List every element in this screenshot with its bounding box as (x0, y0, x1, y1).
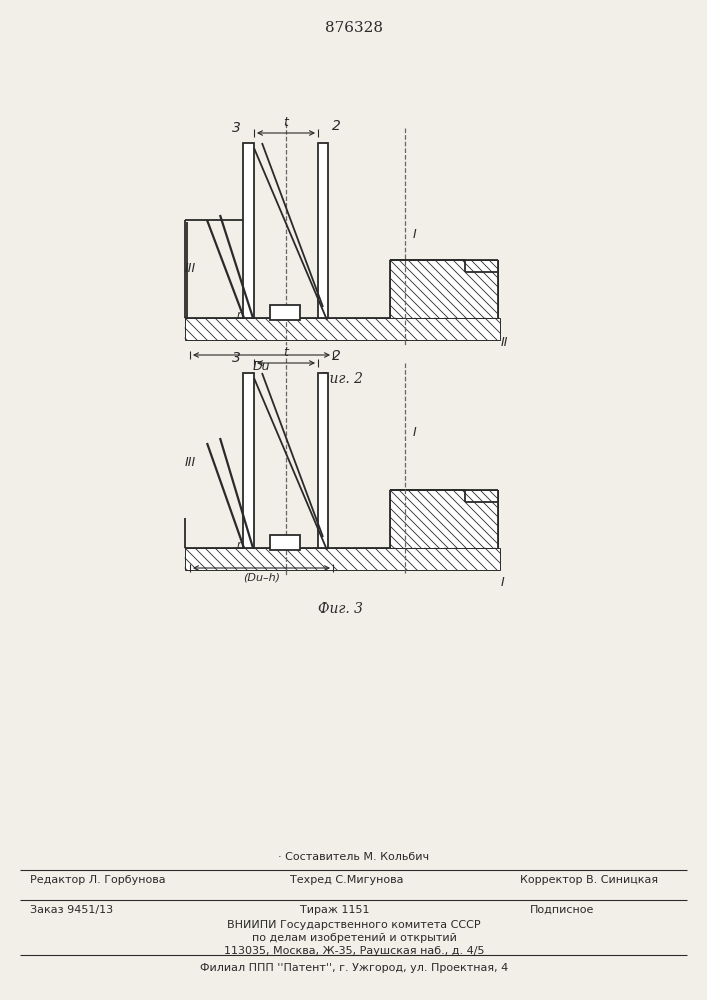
Bar (185, 318, 500, 340)
Text: r: r (236, 310, 241, 320)
Text: t: t (284, 346, 288, 359)
Text: 2: 2 (332, 349, 341, 363)
Text: III: III (185, 456, 196, 470)
Bar (270, 305, 300, 320)
Text: Фиг. 3: Фиг. 3 (317, 602, 363, 616)
Text: l: l (274, 310, 277, 320)
Text: Техред С.Мигунова: Техред С.Мигунова (290, 875, 404, 885)
Text: Фиг. 2: Фиг. 2 (317, 372, 363, 386)
Bar (185, 548, 500, 570)
Text: Du: Du (252, 360, 270, 373)
Text: Корректор В. Синицкая: Корректор В. Синицкая (520, 875, 658, 885)
Text: (Du–h): (Du–h) (243, 573, 280, 583)
Bar (318, 373, 328, 548)
Text: I: I (501, 576, 505, 589)
Text: 3: 3 (232, 121, 241, 135)
Text: Тираж 1151: Тираж 1151 (300, 905, 370, 915)
Text: II: II (501, 336, 508, 349)
Text: III: III (185, 261, 196, 274)
Text: t: t (284, 116, 288, 129)
Bar (243, 373, 254, 548)
Text: I: I (413, 229, 416, 241)
Text: 876328: 876328 (325, 21, 383, 35)
Bar (318, 143, 328, 318)
Text: Филиал ППП ''Патент'', г. Ужгород, ул. Проектная, 4: Филиал ППП ''Патент'', г. Ужгород, ул. П… (200, 963, 508, 973)
Bar (390, 490, 498, 548)
Text: 113035, Москва, Ж-35, Раушская наб., д. 4/5: 113035, Москва, Ж-35, Раушская наб., д. … (223, 946, 484, 956)
Text: 3: 3 (232, 351, 241, 365)
Text: ВНИИПИ Государственного комитета СССР: ВНИИПИ Государственного комитета СССР (227, 920, 481, 930)
Text: · Составитель М. Кольбич: · Составитель М. Кольбич (279, 852, 430, 862)
Text: r: r (236, 540, 241, 550)
Bar (270, 535, 300, 550)
Text: Подписное: Подписное (530, 905, 595, 915)
Bar (390, 260, 498, 318)
Text: I: I (413, 426, 416, 440)
Text: по делам изобретений и открытий: по делам изобретений и открытий (252, 933, 457, 943)
Text: Редактор Л. Горбунова: Редактор Л. Горбунова (30, 875, 165, 885)
Bar (243, 143, 254, 318)
Text: Заказ 9451/13: Заказ 9451/13 (30, 905, 113, 915)
Text: l: l (274, 540, 277, 550)
Text: 2: 2 (332, 119, 341, 133)
